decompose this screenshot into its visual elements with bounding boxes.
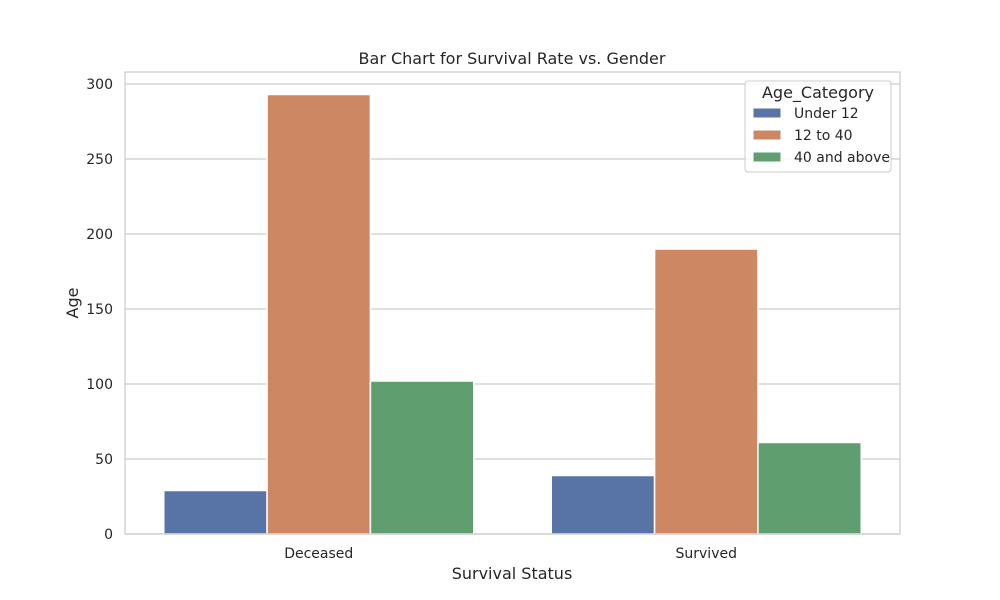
bar-deceased-40-and-above (369, 380, 475, 535)
x-tick-label: Deceased (284, 546, 353, 562)
legend-box (744, 80, 892, 173)
legend-swatch (752, 129, 782, 141)
gridlines (125, 83, 900, 535)
chart-title: Bar Chart for Survival Rate vs. Gender (359, 49, 666, 68)
y-tick-labels: 0 50 100 150 200 250 300 (86, 77, 113, 543)
bar-deceased-under-12 (163, 489, 268, 535)
bar-survived-40-and-above (757, 441, 863, 535)
y-axis-label: Age (63, 288, 82, 319)
legend-title: Age_Category (762, 83, 874, 103)
x-axis-label: Survival Status (452, 564, 573, 583)
legend-label: Under 12 (794, 106, 859, 122)
bars (163, 93, 863, 535)
y-tick-label: 150 (86, 302, 113, 318)
x-tick-labels: Deceased Survived (284, 546, 737, 562)
y-tick-label: 200 (86, 227, 113, 243)
legend-swatch (752, 151, 782, 163)
y-tick-label: 0 (104, 527, 113, 543)
legend-label: 40 and above (794, 150, 890, 166)
y-tick-label: 50 (95, 452, 113, 468)
bar-deceased-12-to-40 (266, 93, 372, 535)
y-tick-label: 250 (86, 152, 113, 168)
y-tick-label: 100 (86, 377, 113, 393)
legend-label: 12 to 40 (794, 128, 853, 144)
y-tick-label: 300 (86, 77, 113, 93)
legend: Age_Category Under 12 12 to 40 40 and abov… (744, 80, 892, 173)
plot-frame (124, 71, 901, 535)
legend-swatch (752, 107, 782, 119)
x-tick-label: Survived (676, 546, 737, 562)
bar-survived-12-to-40 (653, 248, 759, 535)
bar-survived-under-12 (550, 474, 656, 535)
